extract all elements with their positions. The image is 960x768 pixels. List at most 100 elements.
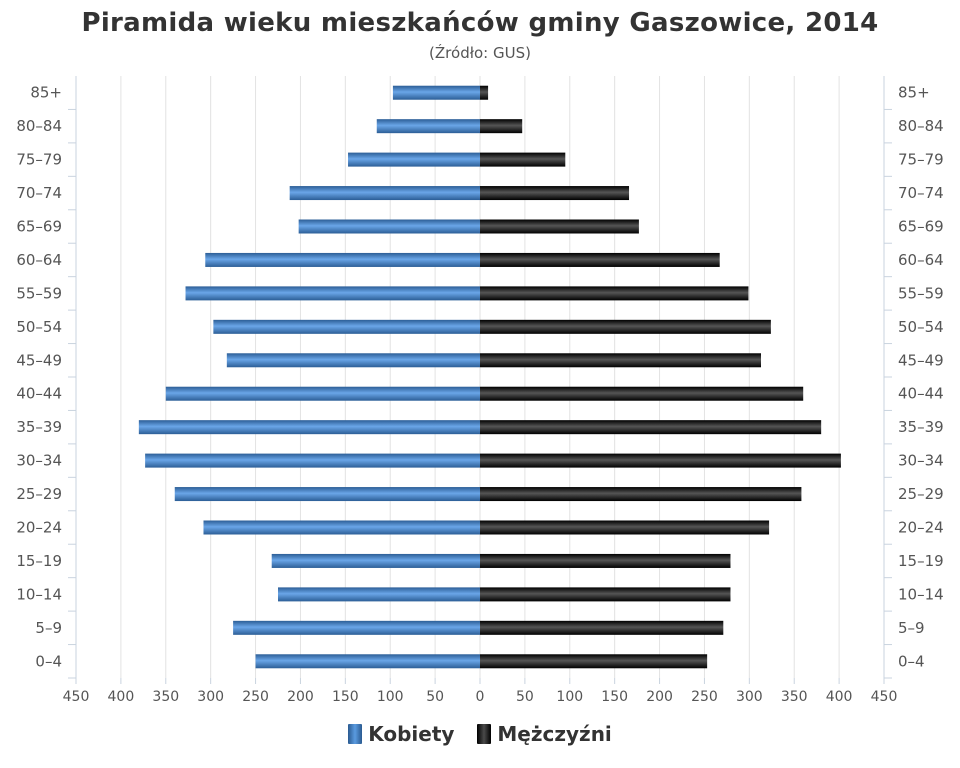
bar-kobiety[interactable] — [213, 319, 481, 334]
x-tick-label: 200 — [646, 689, 673, 705]
x-tick-label: 50 — [516, 689, 534, 705]
bar-kobiety[interactable] — [226, 353, 480, 368]
x-tick-label: 250 — [242, 689, 269, 705]
x-tick-label: 150 — [332, 689, 359, 705]
legend-swatch-kobiety — [348, 724, 363, 744]
chart-title: Piramida wieku mieszkańców gminy Gaszowi… — [81, 8, 879, 38]
category-label-right: 5–9 — [898, 619, 925, 637]
x-tick-label: 250 — [691, 689, 718, 705]
x-tick-label: 100 — [556, 689, 583, 705]
category-label-left: 15–19 — [16, 552, 62, 570]
category-label-left: 65–69 — [16, 218, 62, 236]
category-label-left: 55–59 — [16, 284, 62, 302]
population-pyramid-chart: 450 400 350 300 250 200 150 100 50 0 50 100 150 200 25… — [16, 76, 944, 705]
bar-kobiety[interactable] — [298, 219, 480, 234]
category-label-right: 40–44 — [898, 385, 944, 403]
bar-mezczyzni[interactable] — [480, 620, 724, 635]
bar-kobiety[interactable] — [138, 420, 480, 435]
x-tick-label: 100 — [377, 689, 404, 705]
category-label-right: 0–4 — [898, 652, 925, 670]
category-label-right: 85+ — [898, 84, 930, 102]
bar-kobiety[interactable] — [392, 85, 480, 100]
bar-kobiety[interactable] — [271, 553, 480, 568]
bar-mezczyzni[interactable] — [480, 186, 630, 201]
bar-mezczyzni[interactable] — [480, 152, 566, 167]
x-tick-label: 400 — [826, 689, 853, 705]
category-label-right: 20–24 — [898, 519, 944, 537]
category-label-right: 65–69 — [898, 218, 944, 236]
legend-label-mezczyzni: Mężczyźni — [497, 722, 612, 746]
bar-mezczyzni[interactable] — [480, 587, 731, 602]
x-tick-label: 200 — [287, 689, 314, 705]
x-tick-label: 450 — [63, 689, 90, 705]
chart-subtitle: (Źródło: GUS) — [429, 44, 531, 62]
bar-kobiety[interactable] — [233, 620, 480, 635]
category-label-right: 25–29 — [898, 485, 944, 503]
bar-kobiety[interactable] — [145, 453, 480, 468]
category-label-left: 30–34 — [16, 452, 62, 470]
bar-mezczyzni[interactable] — [480, 453, 841, 468]
bar-mezczyzni[interactable] — [480, 85, 489, 100]
x-tick-label: 450 — [871, 689, 898, 705]
category-label-left: 50–54 — [16, 318, 62, 336]
bar-mezczyzni[interactable] — [480, 386, 804, 401]
x-tick-label: 300 — [736, 689, 763, 705]
bar-kobiety[interactable] — [278, 587, 480, 602]
bar-mezczyzni[interactable] — [480, 219, 639, 234]
legend-item-kobiety[interactable]: Kobiety — [348, 722, 454, 746]
category-label-right: 45–49 — [898, 351, 944, 369]
bar-mezczyzni[interactable] — [480, 286, 749, 301]
category-label-left: 5–9 — [35, 619, 62, 637]
category-label-left: 10–14 — [16, 585, 62, 603]
category-label-right: 30–34 — [898, 452, 944, 470]
chart-legend: Kobiety Mężczyźni — [0, 722, 960, 749]
legend-item-mezczyzni[interactable]: Mężczyźni — [477, 722, 612, 746]
bar-mezczyzni[interactable] — [480, 353, 762, 368]
bar-mezczyzni[interactable] — [480, 319, 771, 334]
bar-kobiety[interactable] — [348, 152, 480, 167]
category-label-left: 45–49 — [16, 351, 62, 369]
category-label-left: 70–74 — [16, 184, 62, 202]
x-tick-label: 50 — [426, 689, 444, 705]
category-label-right: 35–39 — [898, 418, 944, 436]
category-label-left: 35–39 — [16, 418, 62, 436]
bar-mezczyzni[interactable] — [480, 420, 822, 435]
bar-mezczyzni[interactable] — [480, 654, 708, 669]
bar-kobiety[interactable] — [185, 286, 481, 301]
category-label-left: 75–79 — [16, 151, 62, 169]
x-tick-label: 300 — [197, 689, 224, 705]
x-tick-label: 350 — [781, 689, 808, 705]
category-label-right: 60–64 — [898, 251, 944, 269]
category-label-right: 70–74 — [898, 184, 944, 202]
category-label-right: 10–14 — [898, 585, 944, 603]
category-label-left: 20–24 — [16, 519, 62, 537]
category-label-left: 85+ — [30, 84, 62, 102]
category-label-right: 75–79 — [898, 151, 944, 169]
x-tick-label: 350 — [152, 689, 179, 705]
bar-kobiety[interactable] — [174, 487, 480, 502]
bar-kobiety[interactable] — [165, 386, 480, 401]
x-tick-label: 0 — [476, 689, 485, 705]
category-label-right: 15–19 — [898, 552, 944, 570]
category-label-right: 50–54 — [898, 318, 944, 336]
bar-mezczyzni[interactable] — [480, 252, 720, 267]
bar-mezczyzni[interactable] — [480, 119, 523, 134]
category-label-right: 55–59 — [898, 284, 944, 302]
bar-kobiety[interactable] — [376, 119, 480, 134]
x-tick-label: 150 — [601, 689, 628, 705]
category-label-left: 40–44 — [16, 385, 62, 403]
bar-kobiety[interactable] — [289, 186, 480, 201]
legend-label-kobiety: Kobiety — [368, 722, 455, 746]
category-label-left: 80–84 — [16, 117, 62, 135]
bar-kobiety[interactable] — [203, 520, 481, 535]
bar-kobiety[interactable] — [205, 252, 480, 267]
bar-mezczyzni[interactable] — [480, 553, 731, 568]
bar-kobiety[interactable] — [255, 654, 480, 669]
bar-mezczyzni[interactable] — [480, 520, 770, 535]
category-label-left: 0–4 — [35, 652, 62, 670]
category-label-left: 60–64 — [16, 251, 62, 269]
bar-mezczyzni[interactable] — [480, 487, 802, 502]
category-label-left: 25–29 — [16, 485, 62, 503]
x-tick-label: 400 — [108, 689, 135, 705]
category-label-right: 80–84 — [898, 117, 944, 135]
